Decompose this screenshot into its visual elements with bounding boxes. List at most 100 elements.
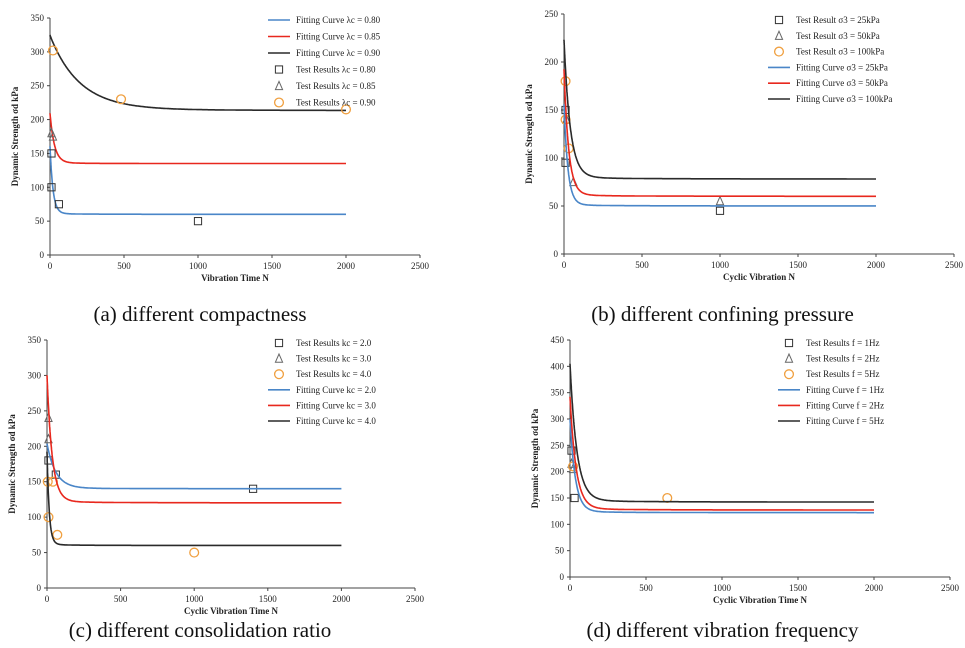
legend-label-2: Test Results f = 5Hz: [806, 369, 879, 379]
y-tick-label: 300: [551, 414, 565, 424]
x-tick-label: 1000: [189, 261, 208, 271]
y-axis-label: Dynamic Strength σd kPa: [524, 84, 534, 184]
legend-label-3: Test Results λc = 0.80: [296, 65, 376, 75]
y-tick-label: 50: [555, 546, 565, 556]
data-point-2-3: [52, 529, 63, 540]
y-tick-label: 0: [40, 250, 45, 260]
legend-label-0: Test Results f = 1Hz: [806, 338, 879, 348]
y-tick-label: 150: [551, 493, 565, 503]
y-tick-label: 50: [35, 216, 45, 226]
y-tick-label: 50: [549, 201, 559, 211]
data-point-3-3: [193, 217, 203, 226]
legend-marker-0: [784, 338, 794, 348]
legend-label-3: Fitting Curve kc = 2.0: [296, 385, 376, 395]
legend-label-0: Fitting Curve λc = 0.80: [296, 15, 381, 25]
chart-d-caption: (d) different vibration frequency: [586, 618, 859, 642]
legend-marker-3: [274, 65, 284, 74]
data-point-3-2: [54, 200, 63, 209]
x-tick-label: 2500: [406, 594, 425, 604]
legend-label-2: Test Result σ3 = 100kPa: [796, 47, 884, 57]
data-point-4-1: [48, 130, 58, 141]
legend-label-1: Test Result σ3 = 50kPa: [796, 31, 880, 41]
y-axis-label: Dynamic Strength σd kPa: [10, 86, 20, 186]
chart-panel-b: 0 50 100 150 200 250 0 500 1000 1500 2000 2500 Cycli…: [520, 0, 965, 330]
y-tick-label: 150: [545, 105, 559, 115]
y-tick-label: 0: [37, 583, 42, 593]
y-tick-label: 100: [28, 512, 42, 522]
legend-marker-2: [783, 369, 795, 380]
y-tick-label: 450: [551, 335, 565, 345]
x-axis-label: Cyclic Vibration Time N: [184, 606, 278, 616]
y-tick-label: 250: [28, 406, 42, 416]
chart-a-caption: (a) different compactness: [93, 302, 307, 326]
x-tick-label: 0: [562, 260, 567, 270]
series-line-4: [563, 69, 876, 198]
y-axis-label: Dynamic Strength σd kPa: [530, 408, 540, 508]
chart-c-svg: 0 50 100 150 200 250 300 350 0 500 1000 1500 2000 250…: [7, 335, 425, 616]
series-line-3: [569, 419, 874, 514]
y-tick-label: 200: [545, 57, 559, 67]
data-point-1-2: [715, 195, 725, 206]
x-tick-label: 1000: [185, 594, 204, 604]
legend-marker-1: [274, 352, 284, 363]
legend-label-4: Fitting Curve f = 2Hz: [806, 400, 884, 410]
legend-label-0: Test Results kc = 2.0: [296, 338, 372, 348]
legend-marker-4: [274, 80, 284, 91]
series-line-3: [563, 104, 876, 207]
data-point-2-1: [43, 512, 54, 523]
y-tick-label: 100: [551, 519, 565, 529]
series-line-0: [49, 146, 346, 216]
y-axis-label: Dynamic Strength σd kPa: [7, 414, 17, 514]
x-tick-label: 1500: [789, 583, 808, 593]
series-line-4: [569, 396, 874, 511]
x-axis-label: Cyclic Vibration N: [723, 272, 795, 282]
x-tick-label: 1500: [263, 261, 282, 271]
data-point-1-0: [44, 412, 53, 423]
data-point-0-1: [561, 158, 570, 167]
x-tick-label: 2500: [411, 261, 430, 271]
legend-label-4: Fitting Curve σ3 = 50kPa: [796, 78, 888, 88]
chart-b-caption: (b) different confining pressure: [591, 302, 854, 326]
y-tick-label: 250: [31, 81, 45, 91]
legend-label-1: Test Results kc = 3.0: [296, 354, 372, 364]
chart-d-svg: 0 50 100 150 200 250 300 350 400 450 0 500 1000 1500 2…: [530, 335, 960, 605]
data-point-0-2: [715, 206, 725, 215]
legend-label-2: Test Results kc = 4.0: [296, 369, 372, 379]
series-line-3: [46, 443, 342, 490]
y-tick-label: 0: [560, 572, 565, 582]
y-tick-label: 350: [551, 388, 565, 398]
x-tick-label: 2500: [945, 260, 964, 270]
x-tick-label: 500: [635, 260, 649, 270]
x-tick-label: 1000: [713, 583, 732, 593]
series-line-1: [49, 113, 346, 165]
data-point-3-0: [47, 149, 56, 158]
legend-label-0: Test Result σ3 = 25kPa: [796, 15, 880, 25]
x-tick-label: 0: [45, 594, 50, 604]
series-line-4: [46, 375, 342, 504]
legend-label-1: Test Results f = 2Hz: [806, 354, 879, 364]
x-axis-label: Vibration Time N: [201, 273, 269, 283]
legend-label-3: Fitting Curve f = 1Hz: [806, 385, 884, 395]
chart-panel-d: 0 50 100 150 200 250 300 350 400 450 0 500 1000 1500 2…: [520, 330, 965, 648]
data-point-2-4: [189, 547, 200, 558]
series-line-5: [46, 451, 342, 547]
legend-label-5: Fitting Curve kc = 4.0: [296, 416, 376, 426]
y-tick-label: 200: [28, 441, 42, 451]
chart-panel-a: 0 50 100 150 200 250 300 350 0 500 1000 1500 2000 250…: [0, 0, 470, 330]
y-tick-label: 0: [554, 249, 559, 259]
data-point-5-2: [340, 104, 352, 115]
x-axis-label: Cyclic Vibration Time N: [713, 595, 807, 605]
y-tick-label: 250: [545, 9, 559, 19]
legend-marker-2: [273, 369, 285, 380]
y-tick-label: 400: [551, 361, 565, 371]
data-point-5-0: [47, 45, 59, 56]
x-tick-label: 2000: [867, 260, 886, 270]
y-tick-label: 100: [545, 153, 559, 163]
legend-marker-2: [773, 46, 785, 57]
legend-label-5: Test Results λc = 0.90: [296, 98, 376, 108]
x-tick-label: 2000: [337, 261, 356, 271]
x-tick-label: 500: [114, 594, 128, 604]
x-tick-label: 0: [48, 261, 53, 271]
x-tick-label: 2000: [332, 594, 351, 604]
